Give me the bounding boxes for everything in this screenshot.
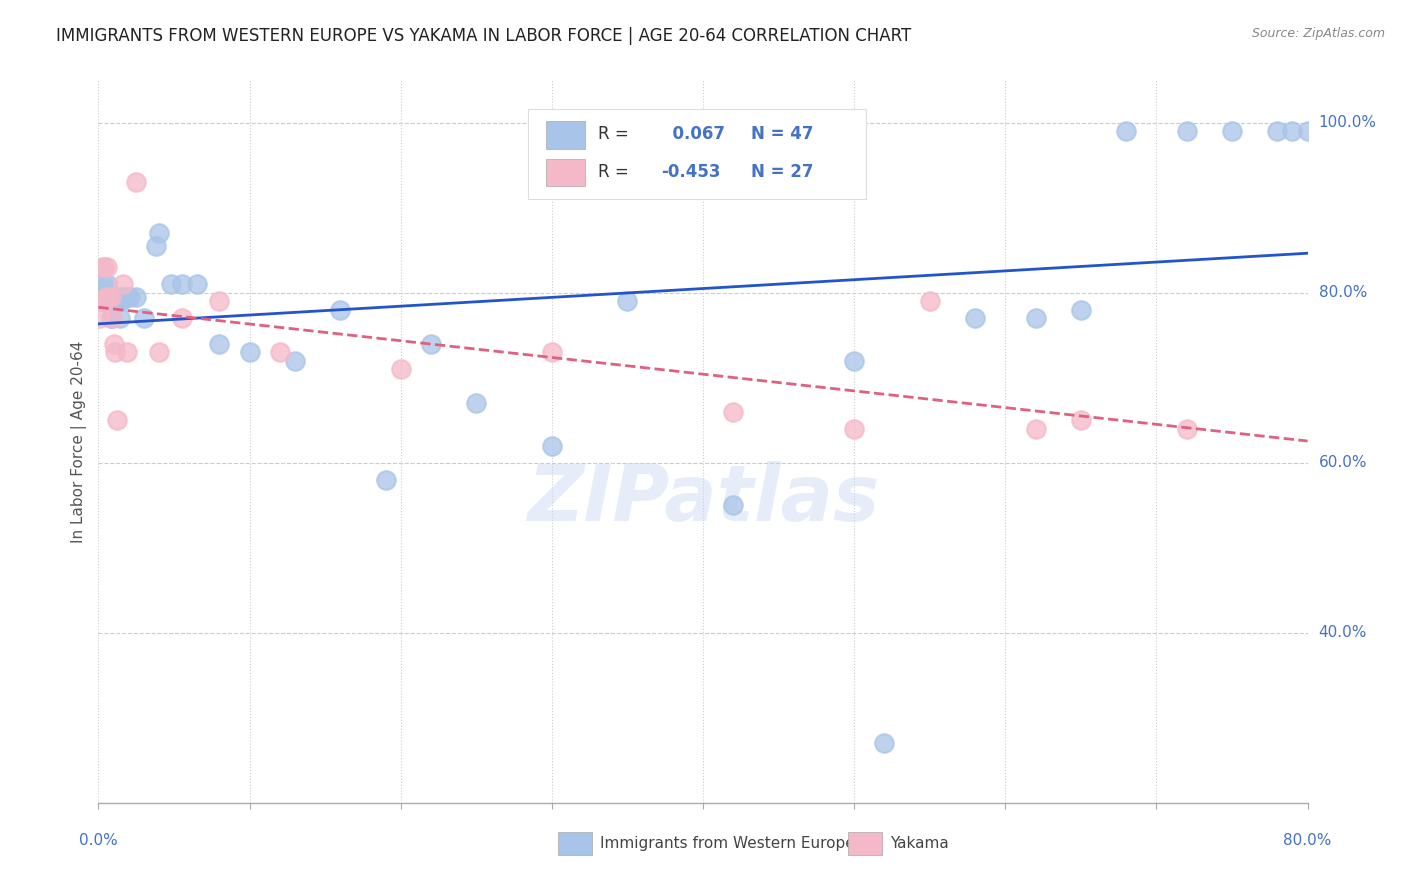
Point — [96, 260, 118, 275]
Point — [420, 336, 443, 351]
Point — [208, 336, 231, 351]
Point — [844, 422, 866, 436]
Point — [844, 353, 866, 368]
Text: R =: R = — [598, 126, 628, 144]
Point — [89, 311, 111, 326]
Point — [103, 336, 125, 351]
Point — [115, 345, 138, 359]
Point — [98, 290, 121, 304]
Point — [94, 290, 117, 304]
Point — [918, 294, 941, 309]
Point — [160, 277, 183, 292]
Point — [284, 353, 307, 368]
Text: ZIPatlas: ZIPatlas — [527, 461, 879, 537]
Text: 0.0%: 0.0% — [79, 833, 118, 848]
Point — [1024, 422, 1046, 436]
Point — [94, 290, 117, 304]
Point — [103, 294, 125, 309]
Text: Immigrants from Western Europe: Immigrants from Western Europe — [600, 836, 855, 851]
Point — [104, 345, 127, 359]
Text: N = 47: N = 47 — [751, 126, 814, 144]
Text: 0.067: 0.067 — [661, 126, 724, 144]
Point — [125, 290, 148, 304]
Point — [1175, 422, 1198, 436]
Point — [1070, 413, 1092, 427]
Point — [125, 175, 148, 189]
Text: 80.0%: 80.0% — [1319, 285, 1367, 301]
FancyBboxPatch shape — [848, 831, 882, 855]
Point — [100, 290, 122, 304]
Point — [111, 277, 134, 292]
Point — [90, 294, 112, 309]
Point — [105, 413, 128, 427]
Text: Yakama: Yakama — [890, 836, 949, 851]
Text: R =: R = — [598, 163, 628, 181]
Point — [965, 311, 987, 326]
Text: 60.0%: 60.0% — [1319, 455, 1367, 470]
FancyBboxPatch shape — [546, 121, 585, 149]
Point — [91, 277, 114, 292]
Point — [1220, 124, 1243, 138]
Point — [105, 290, 128, 304]
Point — [186, 277, 208, 292]
Point — [465, 396, 488, 410]
Point — [148, 227, 170, 241]
Point — [110, 294, 132, 309]
Y-axis label: In Labor Force | Age 20-64: In Labor Force | Age 20-64 — [72, 341, 87, 542]
Point — [1296, 124, 1319, 138]
Text: 80.0%: 80.0% — [1284, 833, 1331, 848]
Point — [93, 290, 115, 304]
Text: N = 27: N = 27 — [751, 163, 814, 181]
Point — [616, 294, 638, 309]
Point — [101, 311, 124, 326]
Point — [132, 311, 155, 326]
Point — [112, 290, 135, 304]
Point — [104, 290, 127, 304]
Point — [89, 290, 111, 304]
Point — [269, 345, 291, 359]
Point — [1281, 124, 1303, 138]
Point — [145, 239, 167, 253]
Point — [239, 345, 262, 359]
Text: -0.453: -0.453 — [661, 163, 720, 181]
Point — [1115, 124, 1137, 138]
Point — [329, 302, 352, 317]
Point — [723, 498, 745, 512]
Text: 40.0%: 40.0% — [1319, 625, 1367, 640]
Point — [170, 277, 193, 292]
Point — [540, 345, 562, 359]
Point — [148, 345, 170, 359]
Point — [91, 260, 114, 275]
FancyBboxPatch shape — [546, 159, 585, 186]
Point — [873, 736, 896, 750]
FancyBboxPatch shape — [527, 109, 866, 200]
Point — [1267, 124, 1289, 138]
Point — [170, 311, 193, 326]
Point — [101, 311, 124, 326]
Point — [374, 473, 396, 487]
Point — [115, 290, 138, 304]
FancyBboxPatch shape — [558, 831, 592, 855]
Point — [111, 290, 134, 304]
Point — [90, 294, 112, 309]
Point — [96, 277, 118, 292]
Point — [107, 294, 129, 309]
Point — [389, 362, 412, 376]
Point — [1024, 311, 1046, 326]
Point — [98, 290, 121, 304]
Point — [540, 439, 562, 453]
Point — [93, 260, 115, 275]
Text: Source: ZipAtlas.com: Source: ZipAtlas.com — [1251, 27, 1385, 40]
Text: IMMIGRANTS FROM WESTERN EUROPE VS YAKAMA IN LABOR FORCE | AGE 20-64 CORRELATION : IMMIGRANTS FROM WESTERN EUROPE VS YAKAMA… — [56, 27, 911, 45]
Text: 100.0%: 100.0% — [1319, 115, 1376, 130]
Point — [208, 294, 231, 309]
Point — [1175, 124, 1198, 138]
Point — [1070, 302, 1092, 317]
Point — [120, 290, 142, 304]
Point — [108, 311, 131, 326]
Point — [100, 311, 122, 326]
Point — [723, 405, 745, 419]
